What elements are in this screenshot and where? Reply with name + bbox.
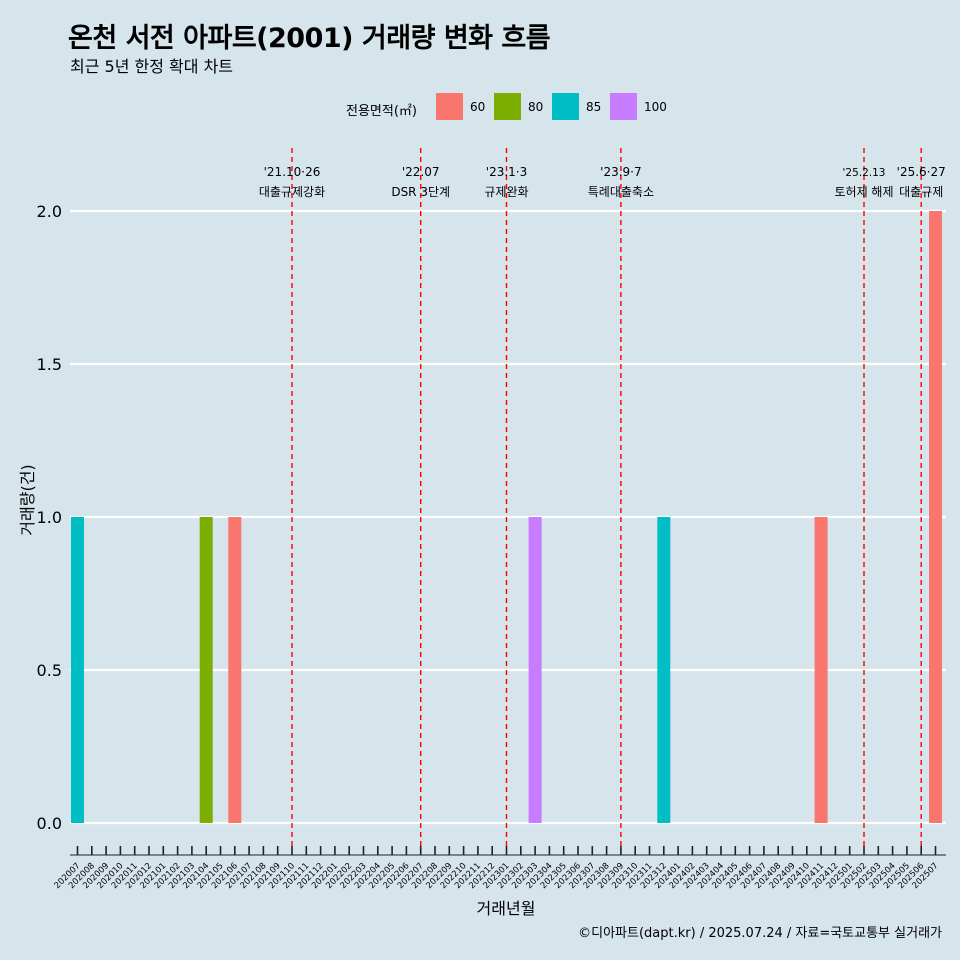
legend-label-80: 80 — [528, 100, 544, 114]
legend-swatch-85 — [552, 93, 579, 120]
y-tick-label: 1.0 — [37, 508, 62, 527]
event-name-label: 토허제 해제 — [834, 185, 893, 199]
bar-202312-85 — [657, 517, 671, 823]
x-axis-title: 거래년월 — [477, 899, 536, 918]
bar-202106-60 — [228, 517, 242, 823]
y-tick-label: 2.0 — [37, 202, 62, 221]
event-date-label: '22.07 — [402, 165, 440, 179]
legend-label-60: 60 — [470, 100, 486, 114]
event-date-label: '25.2.13 — [843, 167, 886, 179]
bar-202507-60 — [929, 211, 942, 823]
event-name-label: 규제완화 — [484, 185, 528, 199]
legend-swatch-100 — [610, 93, 637, 120]
event-date-label: '23.9·7 — [600, 165, 641, 179]
event-name-label: DSR 3단계 — [391, 185, 450, 199]
legend-swatch-80 — [494, 93, 521, 120]
y-tick-label: 1.5 — [37, 355, 62, 374]
event-name-label: 특례대출축소 — [588, 185, 654, 199]
y-axis-title: 거래량(건) — [18, 464, 37, 535]
event-name-label: 대출규제강화 — [259, 185, 325, 199]
y-tick-label: 0.5 — [37, 661, 62, 680]
legend-swatch-60 — [436, 93, 463, 120]
event-date-label: '25.6·27 — [897, 165, 946, 179]
chart-caption: ©디아파트(dapt.kr) / 2025.07.24 / 자료=국토교통부 실… — [578, 926, 942, 941]
legend-label-85: 85 — [586, 100, 602, 114]
legend: 전용면적(㎡) 60 80 85 100 — [0, 92, 960, 122]
bar-202411-60 — [814, 517, 828, 823]
bar-202303-100 — [528, 517, 542, 823]
chart-title: 온천 서전 아파트(2001) 거래량 변화 흐름 — [68, 23, 551, 54]
y-tick-label: 0.0 — [37, 814, 62, 833]
bar-202104-80 — [199, 517, 213, 823]
event-name-label: 대출규제 — [899, 185, 943, 199]
bar-202007-85 — [71, 517, 84, 823]
legend-title: 전용면적(㎡) — [346, 104, 417, 119]
legend-label-100: 100 — [644, 100, 667, 114]
event-date-label: '23.1·3 — [486, 165, 527, 179]
chart-subtitle: 최근 5년 한정 확대 차트 — [70, 57, 234, 76]
event-date-label: '21.10·26 — [264, 165, 321, 179]
